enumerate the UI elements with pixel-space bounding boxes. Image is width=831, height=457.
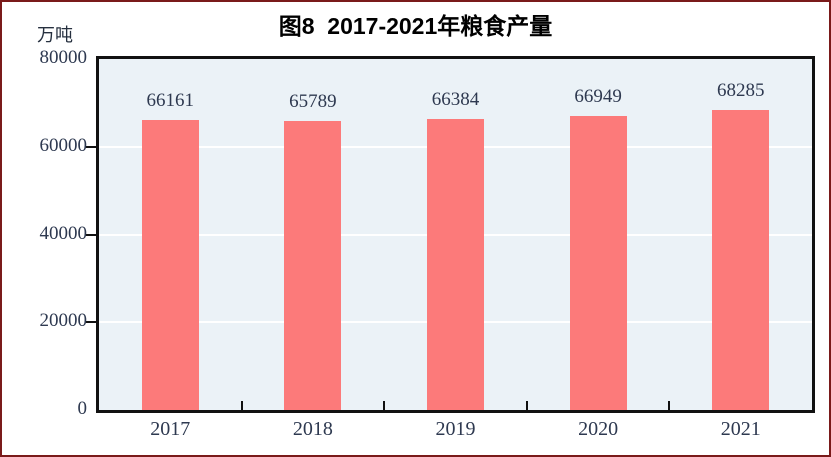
x-category-label: 2017 xyxy=(150,418,191,440)
y-axis-unit-label: 万吨 xyxy=(37,25,73,45)
y-tick-label: 0 xyxy=(77,398,88,419)
y-tick xyxy=(86,321,97,324)
plot-inner: 66161 65789 66384 66949 68285 xyxy=(99,59,812,410)
x-category-label: 2021 xyxy=(720,418,761,440)
y-tick-label: 20000 xyxy=(39,310,88,332)
plot-area: 66161 65789 66384 66949 68285 xyxy=(96,56,815,413)
bar-value-label: 66949 xyxy=(574,86,622,108)
bar xyxy=(141,119,199,410)
x-category-label: 2019 xyxy=(435,418,476,440)
x-tick xyxy=(383,401,386,410)
x-tick xyxy=(240,401,243,410)
bar-value-label: 66161 xyxy=(146,89,195,111)
bar xyxy=(569,116,627,410)
bar-value-label: 68285 xyxy=(716,80,765,102)
bar xyxy=(427,118,484,410)
chart-title: 图8 2017-2021年粮食产量 xyxy=(278,13,553,39)
bar xyxy=(284,121,342,410)
bar-value-label: 65789 xyxy=(289,91,337,113)
y-tick-label: 40000 xyxy=(39,222,88,244)
x-tick xyxy=(668,401,671,410)
y-tick xyxy=(86,233,97,236)
x-category-label: 2018 xyxy=(292,418,333,440)
y-tick xyxy=(86,145,97,148)
y-tick-label: 80000 xyxy=(39,47,88,68)
bar xyxy=(712,110,770,410)
x-category-label: 2020 xyxy=(578,418,619,440)
bar-value-label: 66384 xyxy=(431,88,480,110)
x-tick xyxy=(525,401,528,410)
y-tick-label: 60000 xyxy=(39,134,88,156)
